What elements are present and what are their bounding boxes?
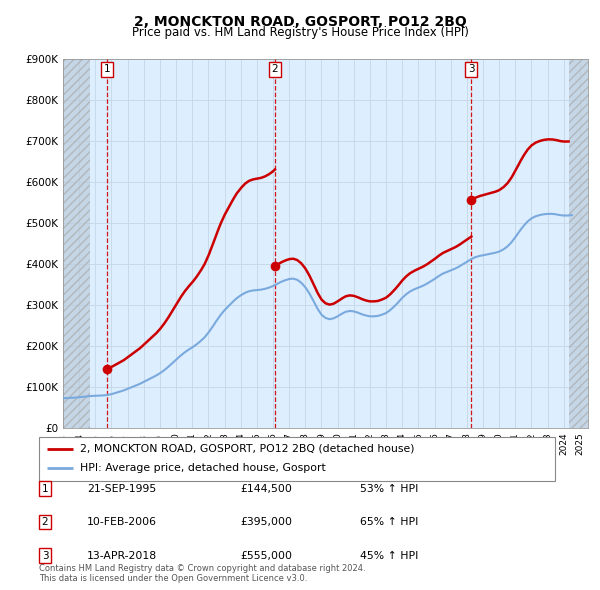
Text: 2, MONCKTON ROAD, GOSPORT, PO12 2BQ (detached house): 2, MONCKTON ROAD, GOSPORT, PO12 2BQ (det… — [80, 444, 415, 454]
Text: 65% ↑ HPI: 65% ↑ HPI — [360, 517, 418, 527]
Text: 2, MONCKTON ROAD, GOSPORT, PO12 2BQ: 2, MONCKTON ROAD, GOSPORT, PO12 2BQ — [134, 15, 466, 29]
Text: £555,000: £555,000 — [240, 551, 292, 560]
Text: 21-SEP-1995: 21-SEP-1995 — [87, 484, 156, 493]
Text: 13-APR-2018: 13-APR-2018 — [87, 551, 157, 560]
Text: 10-FEB-2006: 10-FEB-2006 — [87, 517, 157, 527]
Text: 1: 1 — [41, 484, 49, 493]
Text: 2: 2 — [41, 517, 49, 527]
FancyBboxPatch shape — [39, 437, 555, 481]
Text: £395,000: £395,000 — [240, 517, 292, 527]
Bar — [63, 59, 91, 428]
Text: 3: 3 — [41, 551, 49, 560]
Text: £144,500: £144,500 — [240, 484, 292, 493]
Text: 45% ↑ HPI: 45% ↑ HPI — [360, 551, 418, 560]
Text: Contains HM Land Registry data © Crown copyright and database right 2024.
This d: Contains HM Land Registry data © Crown c… — [39, 563, 365, 583]
Bar — [569, 59, 588, 428]
Text: HPI: Average price, detached house, Gosport: HPI: Average price, detached house, Gosp… — [80, 464, 326, 473]
Text: 53% ↑ HPI: 53% ↑ HPI — [360, 484, 418, 493]
Text: 3: 3 — [468, 64, 475, 74]
Text: 2: 2 — [272, 64, 278, 74]
Text: 1: 1 — [104, 64, 110, 74]
Text: Price paid vs. HM Land Registry's House Price Index (HPI): Price paid vs. HM Land Registry's House … — [131, 26, 469, 39]
